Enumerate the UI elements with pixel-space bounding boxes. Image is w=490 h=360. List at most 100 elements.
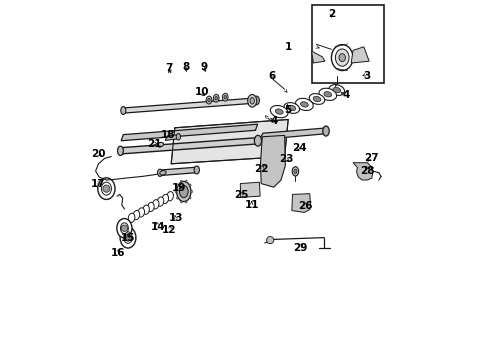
Ellipse shape [319,88,337,100]
Ellipse shape [157,197,164,206]
Text: 23: 23 [279,154,294,164]
Circle shape [124,234,132,241]
Text: 20: 20 [91,149,106,159]
Ellipse shape [176,197,178,199]
Ellipse shape [292,167,298,176]
Polygon shape [122,98,258,113]
Ellipse shape [300,102,308,107]
Ellipse shape [176,184,178,186]
Text: 26: 26 [298,201,313,211]
Ellipse shape [121,223,128,234]
Ellipse shape [313,96,321,102]
Ellipse shape [323,126,329,136]
Polygon shape [351,47,369,63]
Ellipse shape [167,192,173,201]
Ellipse shape [176,181,191,202]
Text: 17: 17 [91,179,106,189]
Text: 4: 4 [270,116,277,126]
Ellipse shape [213,94,219,102]
Circle shape [103,185,110,192]
Polygon shape [119,138,259,154]
Polygon shape [159,167,198,176]
Circle shape [121,225,127,231]
Ellipse shape [138,208,145,217]
Ellipse shape [270,105,288,118]
Polygon shape [292,194,311,212]
Text: 6: 6 [269,71,275,81]
Polygon shape [261,135,285,187]
Text: 4: 4 [342,90,349,100]
Polygon shape [240,182,260,197]
Ellipse shape [275,109,283,114]
Ellipse shape [254,96,259,105]
Text: 3: 3 [364,71,371,81]
Ellipse shape [121,107,126,114]
Text: 2: 2 [328,9,335,19]
Text: 22: 22 [254,164,269,174]
Ellipse shape [250,98,254,104]
Ellipse shape [335,49,349,66]
Text: 9: 9 [200,62,207,72]
Ellipse shape [331,45,353,71]
Bar [312,5,384,83]
Ellipse shape [224,95,226,99]
Text: 10: 10 [195,87,209,97]
Text: 1: 1 [285,42,292,52]
Ellipse shape [128,213,135,222]
Ellipse shape [160,171,166,175]
Ellipse shape [179,185,188,198]
Ellipse shape [180,180,182,183]
Ellipse shape [206,96,212,104]
Text: 19: 19 [172,183,187,193]
Text: 28: 28 [360,166,375,176]
Ellipse shape [185,201,187,203]
Ellipse shape [101,182,111,195]
Ellipse shape [117,219,132,238]
Ellipse shape [143,205,149,214]
Text: 24: 24 [292,143,306,153]
Text: 8: 8 [182,62,189,72]
Ellipse shape [176,134,180,140]
Ellipse shape [123,232,132,243]
Text: 14: 14 [150,222,165,232]
Polygon shape [312,51,325,63]
Ellipse shape [189,184,191,186]
Polygon shape [121,124,258,141]
Ellipse shape [222,93,228,101]
Ellipse shape [175,190,177,193]
Polygon shape [165,135,179,140]
Text: 7: 7 [166,63,173,73]
Text: 15: 15 [121,233,135,243]
Ellipse shape [208,98,210,102]
Ellipse shape [162,194,169,203]
Ellipse shape [133,211,140,220]
Text: 13: 13 [169,213,183,223]
Ellipse shape [180,201,182,203]
Ellipse shape [98,178,115,199]
Ellipse shape [120,227,136,248]
Ellipse shape [215,96,218,100]
Ellipse shape [333,87,341,93]
Polygon shape [353,163,373,180]
Ellipse shape [157,143,164,147]
Ellipse shape [339,54,345,62]
Text: 16: 16 [111,248,125,258]
Ellipse shape [324,92,332,97]
Ellipse shape [185,180,187,183]
Ellipse shape [288,105,295,111]
Polygon shape [171,120,288,164]
Ellipse shape [157,169,163,176]
Text: 29: 29 [294,243,308,253]
Text: 5: 5 [285,105,292,115]
Ellipse shape [189,197,191,199]
Text: 27: 27 [364,153,378,163]
Ellipse shape [194,166,199,174]
Text: 21: 21 [147,139,162,149]
Ellipse shape [254,135,262,146]
Text: 12: 12 [162,225,177,235]
Ellipse shape [248,94,257,107]
Ellipse shape [152,200,159,209]
Ellipse shape [118,146,123,156]
Text: 18: 18 [160,130,175,140]
Ellipse shape [147,202,154,212]
